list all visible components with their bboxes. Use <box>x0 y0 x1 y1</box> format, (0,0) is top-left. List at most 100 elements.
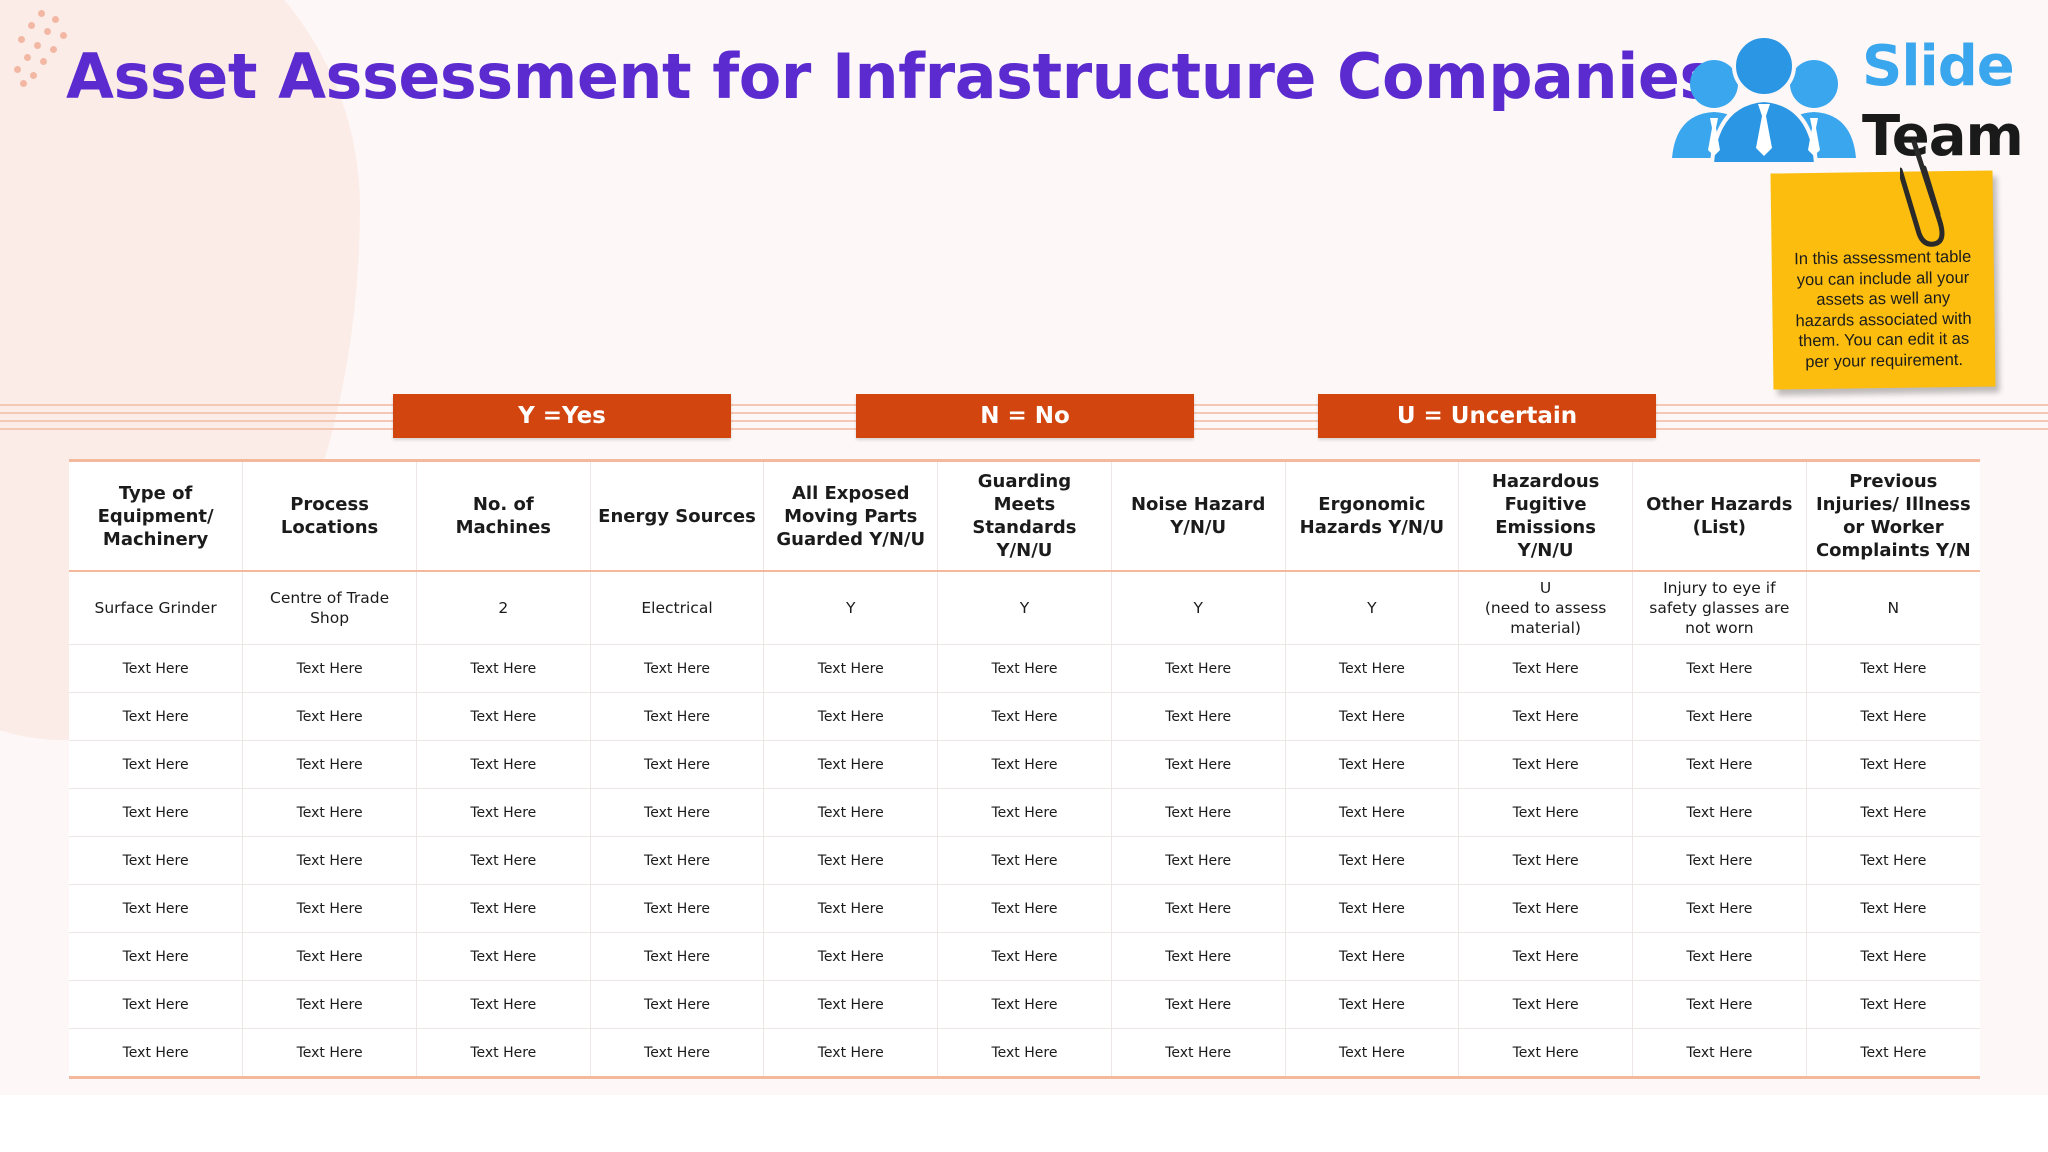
table-cell: Text Here <box>1632 740 1807 789</box>
table-cell: Text Here <box>1111 788 1286 837</box>
table-cell: Text Here <box>937 1028 1112 1078</box>
table-cell: Text Here <box>763 788 939 837</box>
legend-no: N = No <box>856 394 1194 438</box>
table-cell: Text Here <box>590 980 765 1029</box>
table-cell: Text Here <box>416 884 591 933</box>
table-cell: Text Here <box>1806 980 1980 1029</box>
table-cell: Text Here <box>1806 644 1980 693</box>
column-header: Hazardous Fugitive Emissions Y/N/U <box>1458 460 1633 572</box>
table-cell: Text Here <box>590 740 765 789</box>
table-cell: Text Here <box>69 740 244 789</box>
table-cell: Text Here <box>590 884 765 933</box>
slide: Asset Assessment for Infrastructure Comp… <box>0 0 2048 1079</box>
table-cell: Text Here <box>1632 644 1807 693</box>
table-cell: Text Here <box>1632 692 1807 741</box>
table-cell: Text Here <box>937 644 1112 693</box>
table-cell: Text Here <box>1860 1044 1927 1061</box>
table-cell: Injury to eye if safety glasses are not … <box>1632 571 1807 645</box>
logo-text-team: Team <box>1862 104 2024 169</box>
table-cell: Text Here <box>1632 788 1807 837</box>
column-header: Ergonomic Hazards Y/N/U <box>1285 460 1460 572</box>
table-cell: Text Here <box>937 980 1112 1029</box>
table-cell: Text Here <box>242 836 417 885</box>
table-cell: Text Here <box>1458 1028 1633 1078</box>
table-cell: Text Here <box>1632 1028 1807 1078</box>
column-header: Noise Hazard Y/N/U <box>1111 460 1286 572</box>
page-title: Asset Assessment for Infrastructure Comp… <box>66 40 1716 113</box>
table-cell: Text Here <box>69 644 244 693</box>
table-cell: Text Here <box>69 788 244 837</box>
table-cell: Text Here <box>590 1028 765 1078</box>
brand-logo: Slide Team <box>1666 28 2026 169</box>
table-cell: Text Here <box>416 836 591 885</box>
table-cell: Text Here <box>1806 884 1980 933</box>
table-row: Text Here Text Here Text Here Text Here Text… <box>69 980 1980 1029</box>
table-cell: Text Here <box>937 788 1112 837</box>
table-cell: Y <box>763 571 939 645</box>
table-cell: Text Here <box>763 692 939 741</box>
table-cell: Text Here <box>1806 740 1980 789</box>
table-cell: Text Here <box>937 740 1112 789</box>
table-cell: Text Here <box>69 692 244 741</box>
table-cell: Text Here <box>937 932 1112 981</box>
table-cell: Text Here <box>937 884 1112 933</box>
legend-uncertain: U = Uncertain <box>1318 394 1656 438</box>
table-cell: Text Here <box>242 788 417 837</box>
table-cell: Text Here <box>1632 836 1807 885</box>
column-header: Guarding Meets Standards Y/N/U <box>937 460 1112 572</box>
table-cell: Y <box>1111 571 1286 645</box>
table-cell: Text Here <box>416 788 591 837</box>
table-cell: Text Here <box>1806 932 1980 981</box>
table-cell: Text Here <box>69 836 244 885</box>
table-cell: Text Here <box>590 644 765 693</box>
table-cell: Text Here <box>1111 836 1286 885</box>
table-cell: Text Here <box>1458 932 1633 981</box>
assessment-table: Type of Equipment/ Machinery Process Loca… <box>69 459 1980 1079</box>
table-cell: Text Here <box>763 740 939 789</box>
table-header-row: Type of Equipment/ Machinery Process Loca… <box>69 460 1980 572</box>
table-cell: Text Here <box>763 1028 939 1078</box>
table-cell: Text Here <box>590 788 765 837</box>
table-cell: Text Here <box>416 980 591 1029</box>
table-cell: Text Here <box>416 692 591 741</box>
table-cell: Text Here <box>1458 692 1633 741</box>
table-cell: Text Here <box>242 932 417 981</box>
table-cell: Text Here <box>1111 932 1286 981</box>
sticky-note: In this assessment table you can include… <box>1770 170 1996 390</box>
table-cell: Y <box>937 571 1112 645</box>
table-cell: Text Here <box>416 1028 591 1078</box>
table-cell: Text Here <box>1806 692 1980 741</box>
table-cell: Text Here <box>1285 1028 1460 1078</box>
column-header: No. of Machines <box>416 460 591 572</box>
table-row: Text Here Text Here Text Here Text Here Text… <box>69 644 1980 693</box>
table-cell: Text Here <box>416 932 591 981</box>
table-cell: Centre of Trade Shop <box>242 571 417 645</box>
table-row: Text Here Text Here Text Here Text Here Text… <box>69 788 1980 837</box>
table-row: Text Here Text Here Text Here Text Here Text… <box>69 1028 1980 1078</box>
table-cell: Text Here <box>1111 1028 1286 1078</box>
table-cell: Text Here <box>1111 740 1286 789</box>
table-row: Text Here Text Here Text Here Text Here Text… <box>69 740 1980 789</box>
column-header: Previous Injuries/ Illness or Worker Com… <box>1806 460 1980 572</box>
table-cell: Text Here <box>416 740 591 789</box>
table-cell: Text Here <box>1285 788 1460 837</box>
table-cell: Text Here <box>1111 980 1286 1029</box>
table-cell: Text Here <box>1806 788 1980 837</box>
table-row: Text Here Text Here Text Here Text Here Text… <box>69 692 1980 741</box>
people-icon <box>1672 34 1856 166</box>
table-cell: Text Here <box>1632 980 1807 1029</box>
table-cell: Y <box>1285 571 1460 645</box>
table-cell: Text Here <box>1632 932 1807 981</box>
table-cell: Text Here <box>242 692 417 741</box>
table-cell: 2 <box>416 571 591 645</box>
table-cell: Text Here <box>242 740 417 789</box>
table-cell: Text Here <box>416 644 591 693</box>
column-header: All Exposed Moving Parts Guarded Y/N/U <box>763 460 939 572</box>
table-cell: Text Here <box>242 1028 417 1078</box>
table-cell: Text Here <box>1111 644 1286 693</box>
column-header: Process Locations <box>242 460 417 572</box>
legend-yes: Y =Yes <box>393 394 731 438</box>
table-cell: Text Here <box>590 932 765 981</box>
table-cell: Text Here <box>1458 836 1633 885</box>
table-row: Text Here Text Here Text Here Text Here Text… <box>69 932 1980 981</box>
